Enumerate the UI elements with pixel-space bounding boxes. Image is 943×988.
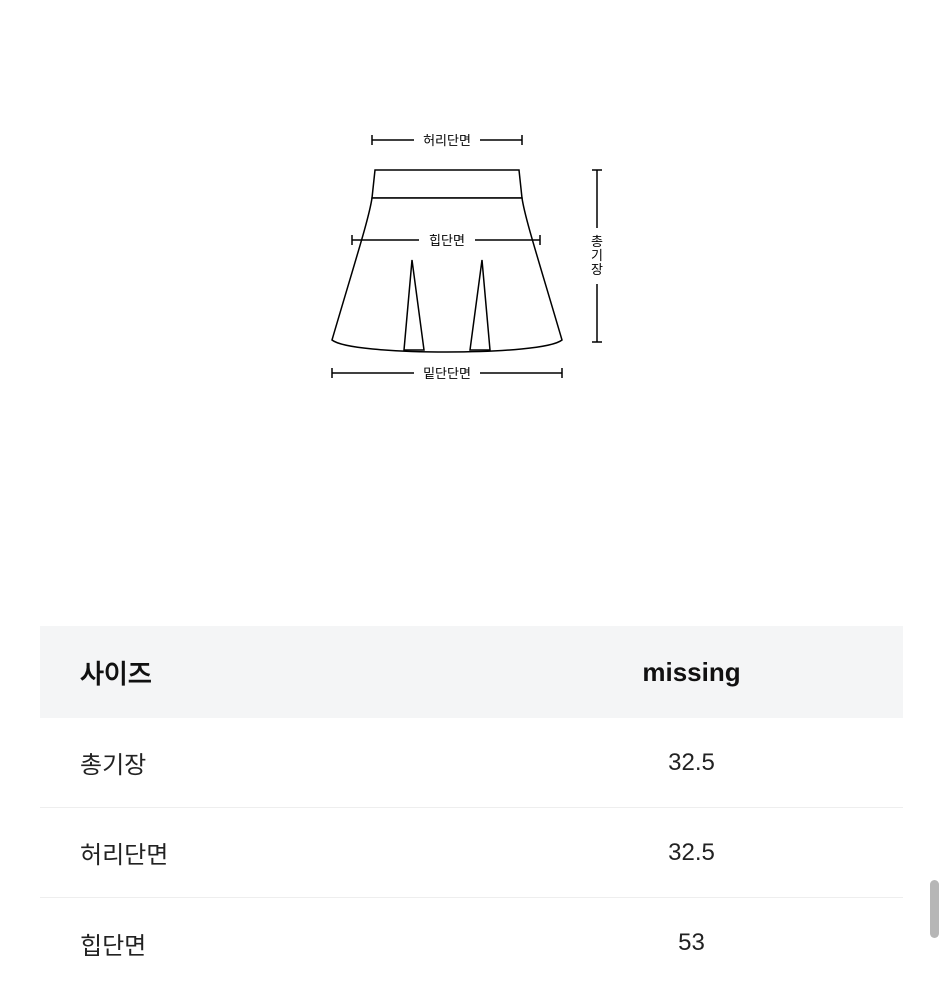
scrollbar-thumb[interactable] [930,880,939,938]
size-table: 사이즈 missing 총기장 32.5 허리단면 32.5 힙단면 53 [40,626,903,988]
length-label: 총 [591,234,603,249]
skirt-diagram-svg: 허리단면 힙단면 밑단단면 총 기 장 [312,120,632,420]
hip-label: 힙단면 [429,233,465,248]
table-header-row: 사이즈 missing [40,626,903,718]
row-label: 힙단면 [40,926,480,961]
waist-label: 허리단면 [423,133,471,148]
header-missing-label: missing [480,657,903,688]
table-row: 허리단면 32.5 [40,808,903,898]
header-size-label: 사이즈 [40,654,480,691]
hem-label: 밑단단면 [423,366,471,381]
row-value: 32.5 [480,749,903,777]
row-value: 53 [480,929,903,957]
row-label: 총기장 [40,745,480,780]
row-value: 32.5 [480,839,903,867]
table-row: 힙단면 53 [40,898,903,988]
svg-text:기: 기 [591,248,603,263]
table-row: 총기장 32.5 [40,718,903,808]
size-diagram: 허리단면 힙단면 밑단단면 총 기 장 [0,0,943,530]
row-label: 허리단면 [40,835,480,870]
svg-text:장: 장 [591,262,603,277]
